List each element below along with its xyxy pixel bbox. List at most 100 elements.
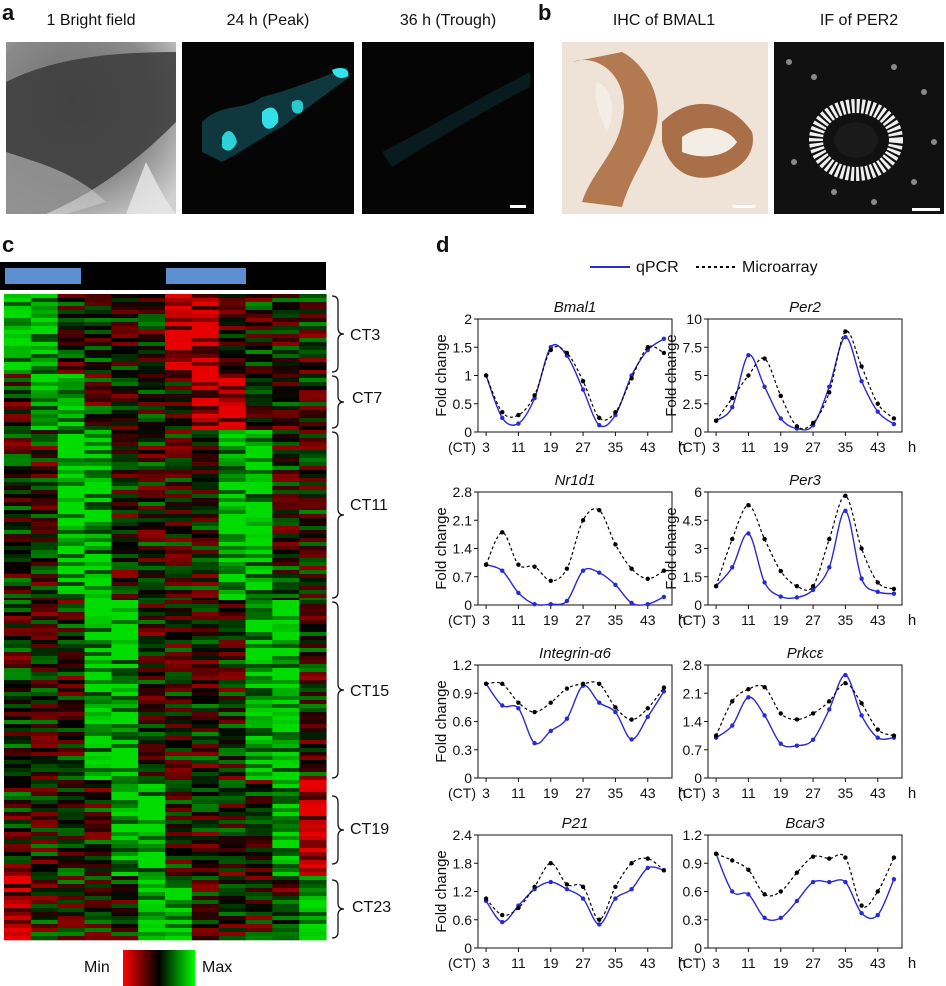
- y-axis-label: Fold change: [433, 507, 450, 590]
- microarray-point: [661, 685, 667, 690]
- microarray-point: [810, 420, 816, 426]
- microarray-series-line: [715, 330, 895, 430]
- y-tick-label: 0.5: [453, 396, 473, 412]
- microarray-point: [794, 717, 800, 722]
- y-axis-label: Fold change: [433, 850, 450, 933]
- microarray-point: [891, 416, 897, 421]
- x-tick-label: 11: [511, 955, 526, 971]
- x-tick-label: 43: [870, 439, 886, 455]
- microarray-point: [746, 867, 751, 873]
- x-tick-label: 35: [838, 955, 854, 971]
- y-tick-label: 1.5: [683, 569, 703, 585]
- microarray-series-line: [715, 495, 895, 591]
- microarray-point: [629, 717, 634, 722]
- scale-bar-b2: [912, 208, 940, 211]
- microarray-point: [629, 861, 634, 866]
- y-tick-label: 1.2: [453, 884, 473, 900]
- x-tick-label: 19: [543, 612, 559, 628]
- x-tick-label: 3: [712, 612, 720, 628]
- microarray-point: [629, 566, 634, 571]
- y-tick-label: 0: [464, 940, 472, 956]
- microarray-point: [875, 580, 880, 585]
- qpcr-point: [645, 601, 650, 607]
- microarray-point: [827, 390, 832, 395]
- x-tick-label: 43: [640, 955, 656, 971]
- x-tick-label: 27: [575, 612, 591, 628]
- microarray-point: [532, 564, 537, 569]
- microarray-point: [597, 917, 602, 922]
- x-tick-label: 11: [741, 955, 756, 971]
- if-per2-image: [774, 42, 944, 214]
- plot-frame: [477, 491, 673, 606]
- microarray-point: [859, 546, 864, 551]
- microarray-point: [661, 868, 667, 873]
- line-chart-2: Per2 0 2.5 5 7.5 10 Fold change (CT) 3 11 19 27 35 43…: [663, 299, 916, 456]
- qpcr-point: [859, 378, 864, 384]
- qpcr-point: [859, 713, 864, 718]
- scale-bar-a: [510, 205, 526, 208]
- microarray-point: [548, 700, 553, 705]
- x-tick-label: 11: [511, 439, 526, 455]
- qpcr-point: [875, 409, 880, 414]
- chart-title: Integrin-α6: [539, 645, 612, 662]
- y-tick-label: 1.2: [683, 827, 703, 843]
- qpcr-point: [762, 713, 767, 718]
- x-unit-label: h: [678, 955, 686, 972]
- microarray-point: [500, 681, 505, 687]
- qpcr-point: [548, 601, 553, 607]
- chart-title: Prkcε: [787, 645, 824, 662]
- y-axis-label: Fold change: [663, 334, 680, 417]
- microarray-point: [629, 376, 634, 381]
- qpcr-point: [827, 707, 832, 712]
- x-unit-label: h: [908, 785, 916, 802]
- x-tick-label: 11: [741, 612, 756, 628]
- line-chart-8: Bcar3 0 0.3 0.6 0.9 1.2 (CT) 3 11 19 27 35 43 h: [678, 815, 916, 972]
- qpcr-point: [875, 735, 880, 740]
- microarray-point: [613, 410, 618, 415]
- x-tick-label: 19: [543, 785, 559, 801]
- y-tick-label: 0.3: [683, 912, 703, 928]
- x-tick-label: 27: [805, 439, 821, 455]
- cluster-label-ct19: CT19: [350, 821, 390, 838]
- y-tick-label: 2.1: [683, 685, 703, 701]
- qpcr-point: [564, 716, 570, 721]
- qpcr-point: [597, 423, 602, 428]
- chart-title: Per2: [789, 299, 821, 316]
- qpcr-point: [629, 737, 634, 742]
- y-tick-label: 0.7: [683, 742, 703, 758]
- qpcr-point: [843, 334, 848, 340]
- qpcr-point: [629, 886, 634, 892]
- x-unit-label: h: [678, 439, 686, 456]
- microarray-series-line: [485, 508, 665, 582]
- qpcr-point: [746, 531, 751, 536]
- y-tick-label: 1.2: [453, 657, 473, 673]
- cluster-braces: [331, 295, 345, 939]
- microarray-point: [843, 855, 848, 860]
- x-tick-label: 27: [575, 785, 591, 801]
- y-tick-label: 0: [464, 770, 472, 786]
- x-tick-label: 27: [575, 955, 591, 971]
- qpcr-point: [613, 582, 618, 588]
- x-tick-label: 27: [805, 785, 821, 801]
- x-tick-label: 3: [482, 955, 490, 971]
- legend-min-label: Min: [84, 959, 110, 976]
- x-tick-label: 19: [543, 439, 559, 455]
- microarray-point: [564, 686, 570, 691]
- y-tick-label: 0: [694, 424, 702, 440]
- y-tick-label: 0: [464, 424, 472, 440]
- trough-fluorescence-image: [362, 42, 534, 214]
- cluster-label-ct11: CT11: [350, 497, 388, 514]
- cluster-label-ct3: CT3: [350, 327, 381, 344]
- microarray-series-line: [715, 853, 895, 908]
- y-tick-label: 2.8: [683, 657, 703, 673]
- chart-title: P21: [562, 815, 589, 832]
- x-tick-label: 11: [511, 785, 526, 801]
- qpcr-point: [730, 565, 735, 570]
- microarray-point: [762, 536, 767, 542]
- qpcr-point: [843, 879, 848, 885]
- qpcr-point: [516, 421, 521, 426]
- microarray-point: [713, 851, 719, 857]
- x-unit-label: h: [908, 955, 916, 972]
- qpcr-point: [580, 568, 586, 573]
- qpcr-point: [827, 384, 832, 389]
